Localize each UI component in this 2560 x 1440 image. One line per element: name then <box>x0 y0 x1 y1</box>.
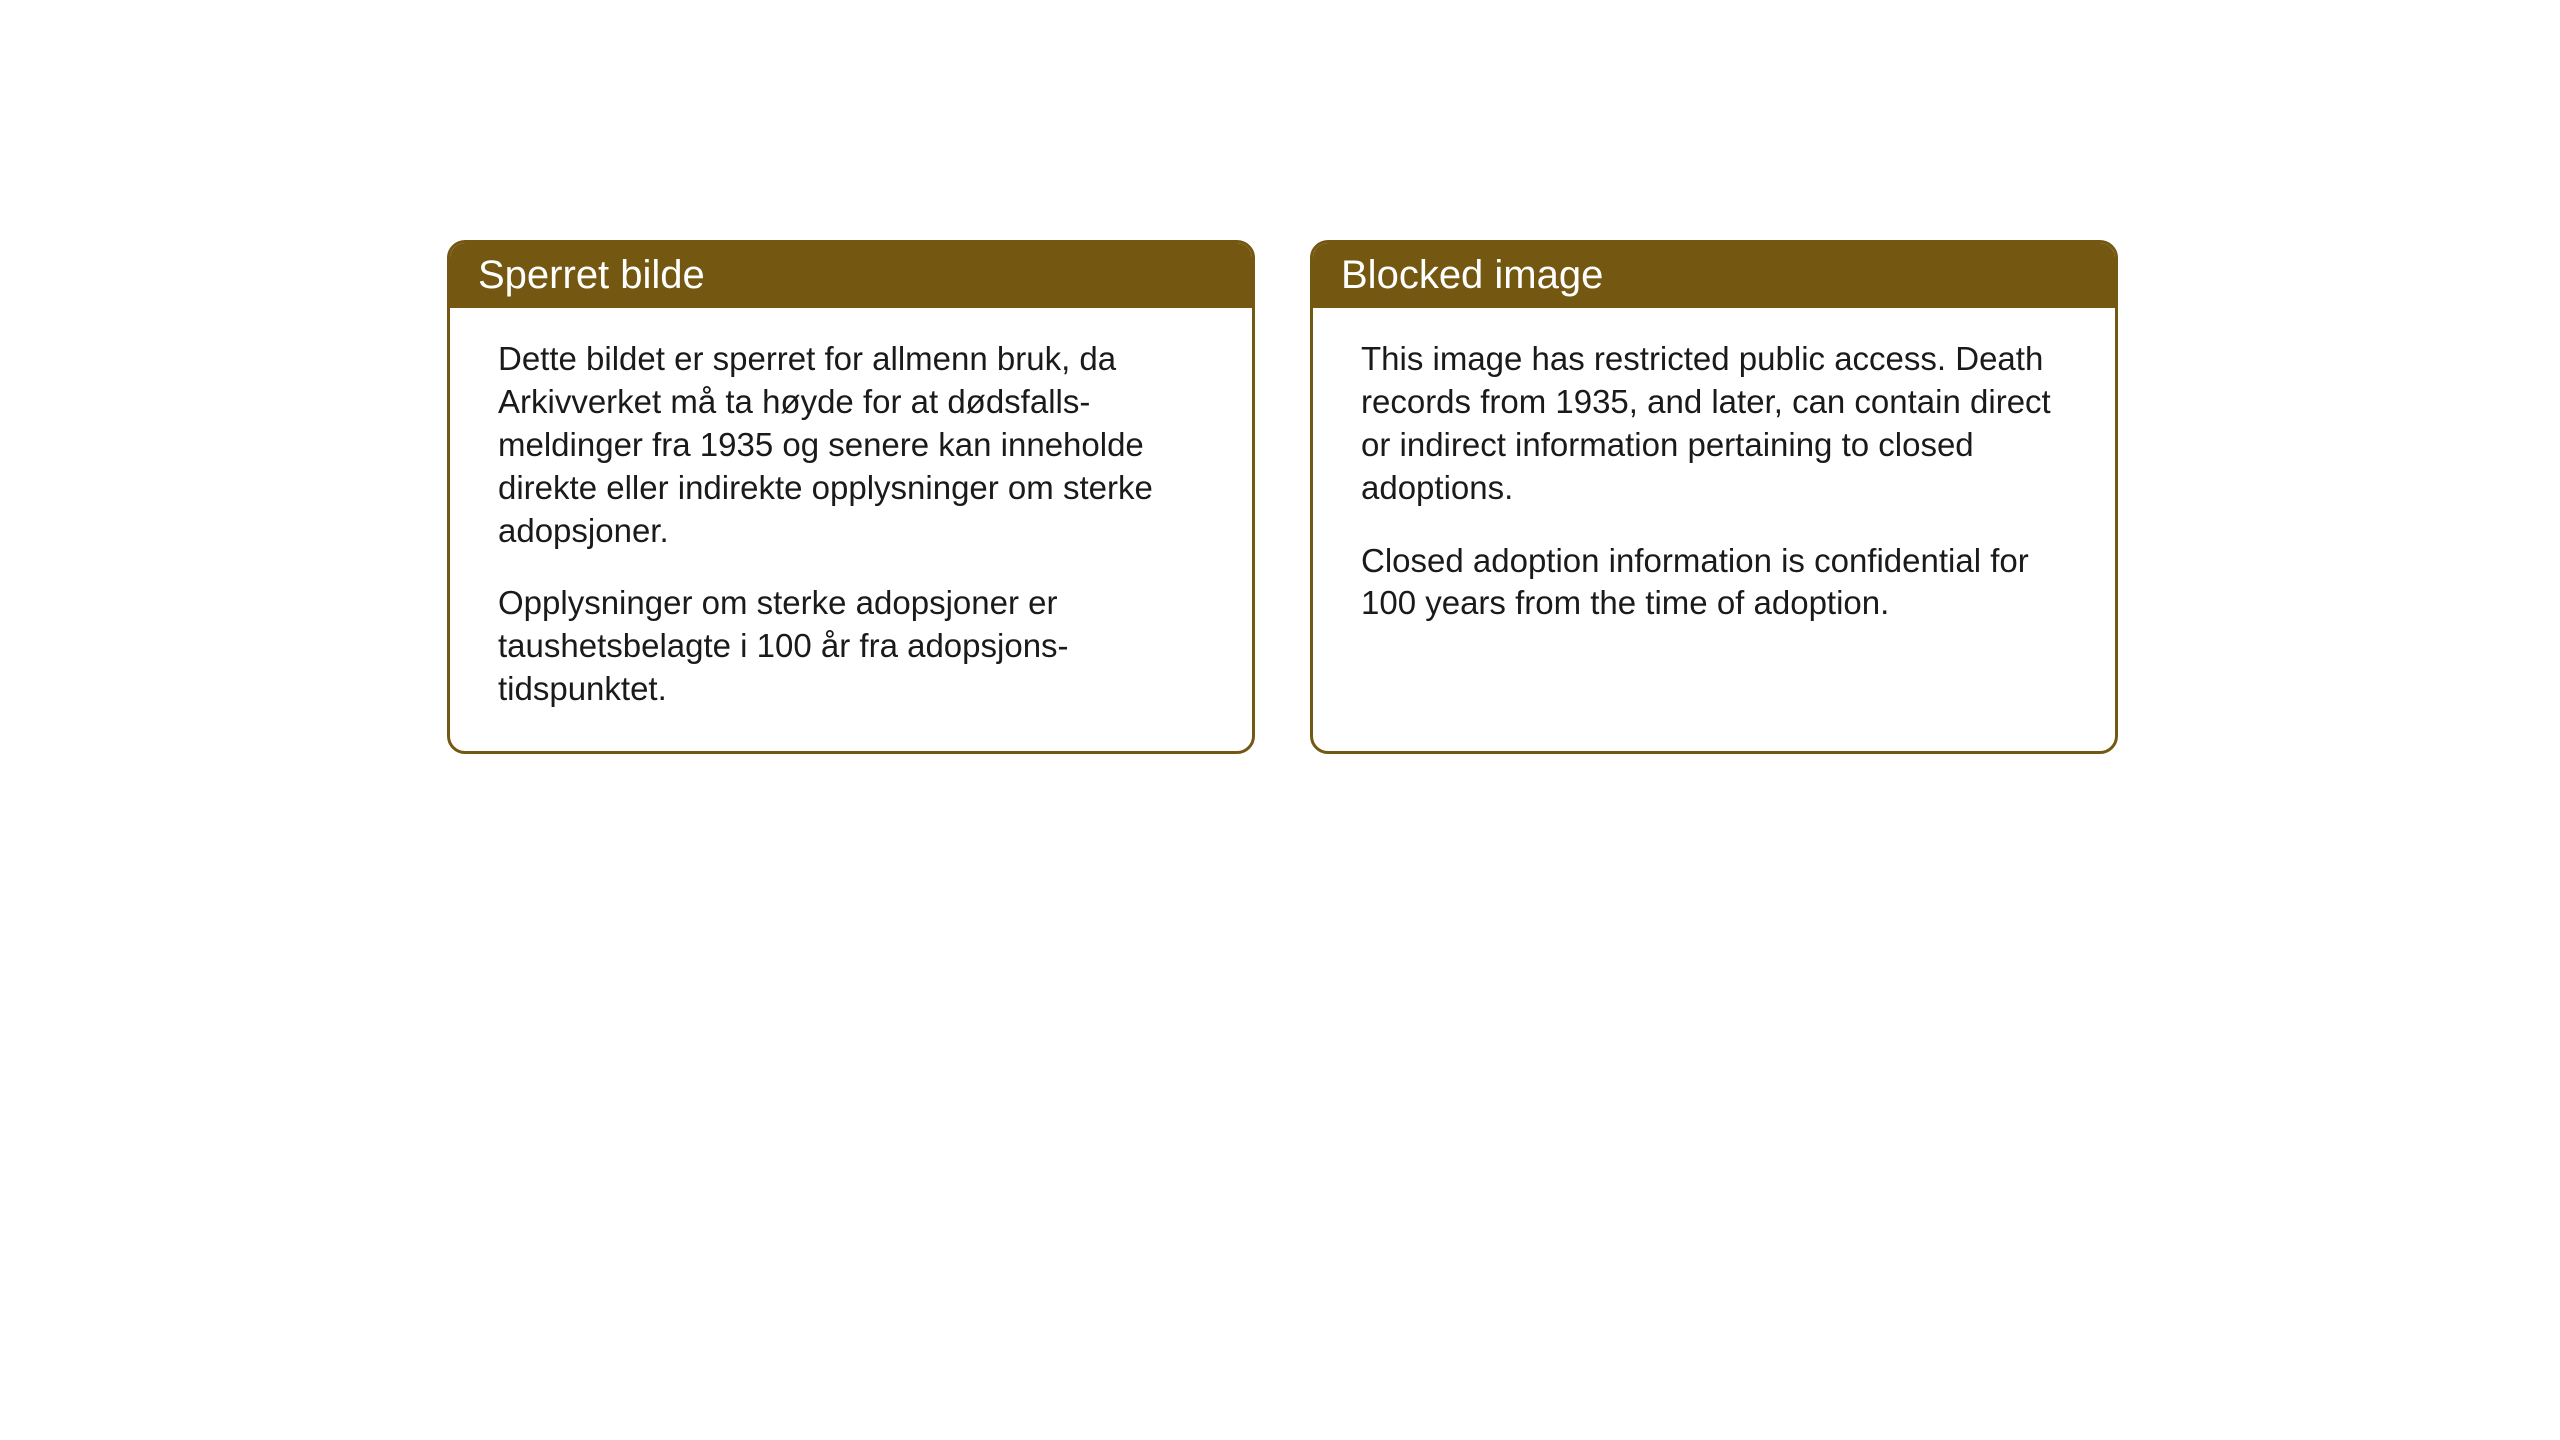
card-para2-english: Closed adoption information is confident… <box>1361 540 2067 626</box>
card-header-english: Blocked image <box>1313 243 2115 308</box>
card-title-english: Blocked image <box>1341 253 1603 297</box>
card-norwegian: Sperret bilde Dette bildet er sperret fo… <box>447 240 1255 754</box>
cards-container: Sperret bilde Dette bildet er sperret fo… <box>0 0 2560 754</box>
card-para1-norwegian: Dette bildet er sperret for allmenn bruk… <box>498 338 1204 552</box>
card-header-norwegian: Sperret bilde <box>450 243 1252 308</box>
card-body-english: This image has restricted public access.… <box>1313 308 2115 665</box>
card-english: Blocked image This image has restricted … <box>1310 240 2118 754</box>
card-body-norwegian: Dette bildet er sperret for allmenn bruk… <box>450 308 1252 751</box>
card-title-norwegian: Sperret bilde <box>478 253 705 297</box>
card-para1-english: This image has restricted public access.… <box>1361 338 2067 510</box>
card-para2-norwegian: Opplysninger om sterke adopsjoner er tau… <box>498 582 1204 711</box>
